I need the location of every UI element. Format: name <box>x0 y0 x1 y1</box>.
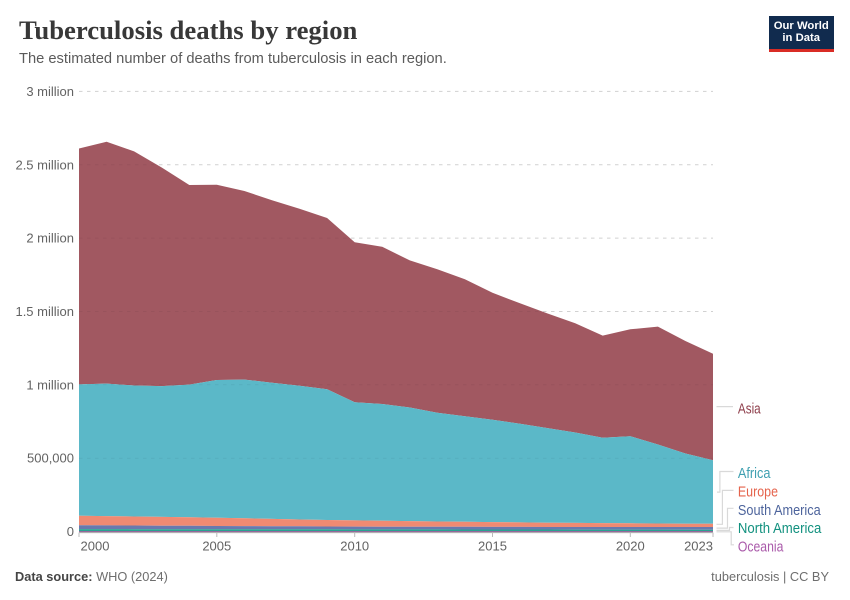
svg-text:2023: 2023 <box>684 538 713 553</box>
svg-text:2020: 2020 <box>616 538 645 553</box>
svg-text:Africa: Africa <box>738 466 771 482</box>
svg-text:3 million: 3 million <box>26 84 74 99</box>
svg-text:South America: South America <box>738 503 822 519</box>
svg-text:0: 0 <box>67 524 74 539</box>
svg-text:Oceania: Oceania <box>738 540 784 556</box>
svg-text:2 million: 2 million <box>26 231 74 246</box>
svg-text:2015: 2015 <box>478 538 507 553</box>
svg-text:2010: 2010 <box>340 538 369 553</box>
svg-text:2005: 2005 <box>202 538 231 553</box>
svg-text:2.5 million: 2.5 million <box>15 157 74 172</box>
svg-text:Europe: Europe <box>738 485 778 501</box>
svg-text:1.5 million: 1.5 million <box>15 304 74 319</box>
svg-text:2000: 2000 <box>81 538 110 553</box>
svg-text:1 million: 1 million <box>26 377 74 392</box>
svg-text:500,000: 500,000 <box>27 451 74 466</box>
svg-text:North America: North America <box>738 521 822 537</box>
svg-text:Asia: Asia <box>738 401 762 417</box>
